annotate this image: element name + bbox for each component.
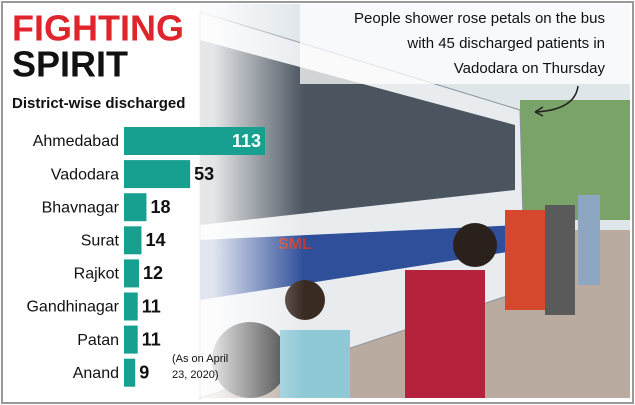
- value-label: 9: [139, 362, 149, 382]
- annotation: with 45 discharged patients in: [406, 35, 605, 52]
- annotation: Vadodara on Thursday: [454, 60, 606, 77]
- subtitle: District-wise discharged: [12, 95, 185, 112]
- title-line: FIGHTING: [12, 8, 184, 49]
- category-label: Surat: [81, 233, 120, 250]
- value-label: 11: [142, 329, 161, 349]
- bar: [124, 358, 136, 387]
- arrow: [534, 85, 579, 113]
- title-line: SPIRIT: [12, 44, 128, 85]
- category-label: Gandhinagar: [26, 299, 119, 316]
- value-label: 12: [143, 263, 163, 283]
- annotation: People shower rose petals on the bus: [354, 10, 605, 27]
- bar: [124, 259, 139, 288]
- bar: [124, 226, 142, 255]
- value-label: 18: [150, 197, 170, 217]
- category-label: Rajkot: [74, 266, 120, 283]
- caption-panel: [300, 4, 630, 84]
- bar: [124, 193, 147, 222]
- category-label: Bhavnagar: [42, 199, 120, 216]
- category-label: Vadodara: [51, 166, 119, 183]
- bar: [124, 127, 265, 155]
- note: (As on April: [172, 353, 228, 365]
- category-label: Anand: [73, 365, 119, 382]
- panel: [4, 4, 304, 398]
- bar: [124, 160, 191, 189]
- value-label: 113: [232, 131, 261, 151]
- category-label: Ahmedabad: [33, 133, 119, 150]
- bar: [124, 325, 138, 354]
- note: 23, 2020): [172, 369, 218, 381]
- category-label: Patan: [77, 332, 119, 349]
- value-label: 11: [142, 296, 161, 316]
- value-label: 53: [194, 164, 214, 184]
- value-label: 14: [145, 230, 165, 250]
- bar: [124, 292, 138, 321]
- arrow-head: [534, 106, 544, 117]
